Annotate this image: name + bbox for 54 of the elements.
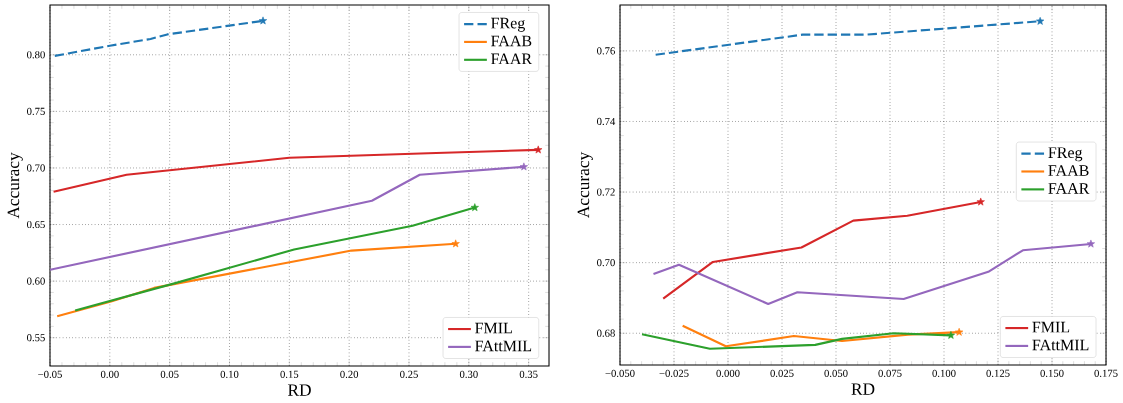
x-tick-label: 0.025 <box>770 369 794 377</box>
x-axis-title: RD <box>851 383 875 395</box>
y-axis-title: Accuracy <box>7 152 23 219</box>
point <box>451 239 460 248</box>
y-tick-label: 0.70 <box>27 164 45 172</box>
point <box>976 197 985 206</box>
point <box>470 203 479 212</box>
point <box>955 327 964 336</box>
x-tick-label: 0.050 <box>824 369 848 377</box>
x-tick-label: 0.30 <box>459 370 478 378</box>
x-tick-label: −0.05 <box>38 370 62 378</box>
y-tick-label: 0.70 <box>597 259 615 267</box>
x-tick-label: 0.35 <box>519 370 538 378</box>
legend-label: FReg <box>491 17 525 32</box>
legend-label: FAAB <box>1048 165 1089 176</box>
x-tick-label: 0.000 <box>716 369 740 377</box>
legend-label: FAAB <box>491 35 532 47</box>
legend-label: FMIL <box>1032 321 1070 333</box>
y-tick-label: 0.75 <box>27 107 45 115</box>
x-tick-label: 0.10 <box>220 370 239 378</box>
x-tick-label: 0.100 <box>932 369 956 377</box>
x-tick-label: 0.05 <box>160 370 179 378</box>
y-tick-label: 0.74 <box>597 117 616 126</box>
legend-label: FAAR <box>1048 183 1090 194</box>
x-axis-title: RD <box>287 384 311 396</box>
y-tick-label: 0.55 <box>27 334 45 342</box>
y-tick-label: 0.60 <box>27 277 45 285</box>
point <box>534 145 543 154</box>
legend-label: FAttMIL <box>475 340 532 352</box>
x-tick-label: −0.025 <box>659 369 689 377</box>
x-tick-label: −0.050 <box>605 369 635 377</box>
legend-label: FMIL <box>475 322 512 334</box>
point <box>1036 16 1045 25</box>
y-tick-label: 0.65 <box>27 220 45 229</box>
point <box>1086 239 1095 248</box>
x-tick-label: 0.075 <box>878 369 902 377</box>
x-tick-label: 0.125 <box>986 369 1010 377</box>
y-axis-title: Accuracy <box>577 151 593 219</box>
x-tick-label: 0.00 <box>100 370 119 378</box>
y-tick-label: 0.68 <box>597 329 615 337</box>
point <box>519 162 528 171</box>
x-tick-label: 0.25 <box>400 370 418 378</box>
x-tick-label: 0.15 <box>280 370 299 378</box>
x-tick-label: 0.20 <box>340 370 359 378</box>
point <box>258 16 268 25</box>
y-tick-label: 0.72 <box>597 188 615 196</box>
legend-label: FAttMIL <box>1032 339 1089 351</box>
x-tick-label: 0.175 <box>1094 369 1118 377</box>
y-tick-label: 0.76 <box>597 47 615 55</box>
legend-label: FAAR <box>491 53 533 65</box>
legend-label: FReg <box>1048 147 1083 162</box>
point <box>946 331 955 339</box>
y-tick-label: 0.80 <box>27 51 45 59</box>
x-tick-label: 0.150 <box>1040 369 1064 377</box>
